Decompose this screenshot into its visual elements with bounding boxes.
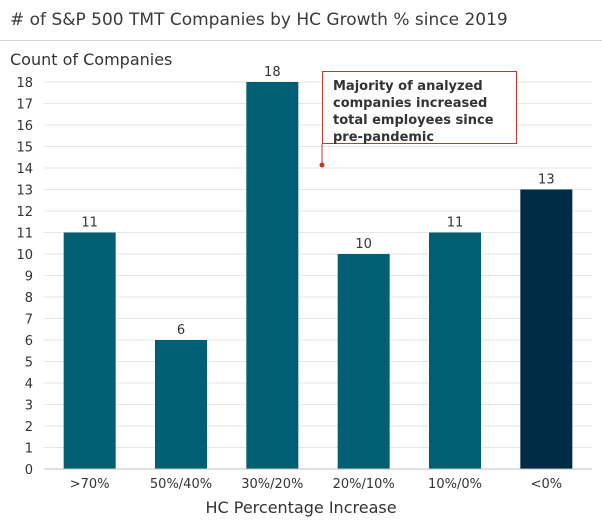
y-tick-label: 15 (16, 141, 33, 156)
data-label: 6 (177, 323, 185, 338)
x-tick-label: 30%/20% (241, 477, 303, 492)
chart-title: # of S&P 500 TMT Companies by HC Growth … (10, 10, 508, 30)
x-tick-label: 20%/10% (333, 477, 395, 492)
y-tick-label: 4 (25, 377, 33, 392)
y-tick-label: 8 (25, 291, 33, 306)
x-tick-label: 10%/0% (428, 477, 482, 492)
y-tick-label: 18 (16, 76, 33, 91)
y-tick-label: 1 (25, 442, 33, 457)
y-tick-label: 13 (16, 184, 33, 199)
bar (520, 189, 573, 469)
data-label: 18 (264, 65, 281, 80)
x-tick-label: >70% (70, 477, 110, 492)
y-tick-label: 11 (16, 227, 33, 242)
y-tick-label: 2 (25, 420, 33, 435)
y-tick-label: 10 (16, 248, 33, 263)
title-divider (0, 40, 602, 41)
y-tick-label: 14 (16, 162, 33, 177)
x-tick-label: 50%/40% (150, 477, 212, 492)
bar (246, 82, 299, 469)
y-tick-label: 9 (25, 270, 33, 285)
annotation-dot (319, 162, 325, 168)
data-label: 13 (538, 173, 555, 188)
bar (337, 254, 390, 469)
data-label: 10 (355, 237, 372, 252)
y-tick-label: 16 (16, 119, 33, 134)
data-label: 11 (81, 216, 98, 231)
y-tick-label: 7 (25, 313, 33, 328)
bar (429, 232, 481, 469)
y-tick-label: 12 (16, 205, 33, 220)
bar (155, 340, 207, 469)
y-tick-label: 3 (25, 399, 33, 414)
y-axis-label: Count of Companies (10, 50, 173, 69)
y-tick-label: 0 (25, 463, 33, 478)
annotation-box: Majority of analyzed companies increased… (322, 71, 517, 145)
y-tick-label: 6 (25, 334, 33, 349)
y-tick-label: 17 (16, 98, 33, 113)
y-tick-label: 5 (25, 356, 33, 371)
x-axis-label: HC Percentage Increase (205, 498, 397, 517)
data-label: 11 (447, 216, 464, 231)
bar (63, 232, 116, 469)
x-tick-label: <0% (531, 477, 563, 492)
